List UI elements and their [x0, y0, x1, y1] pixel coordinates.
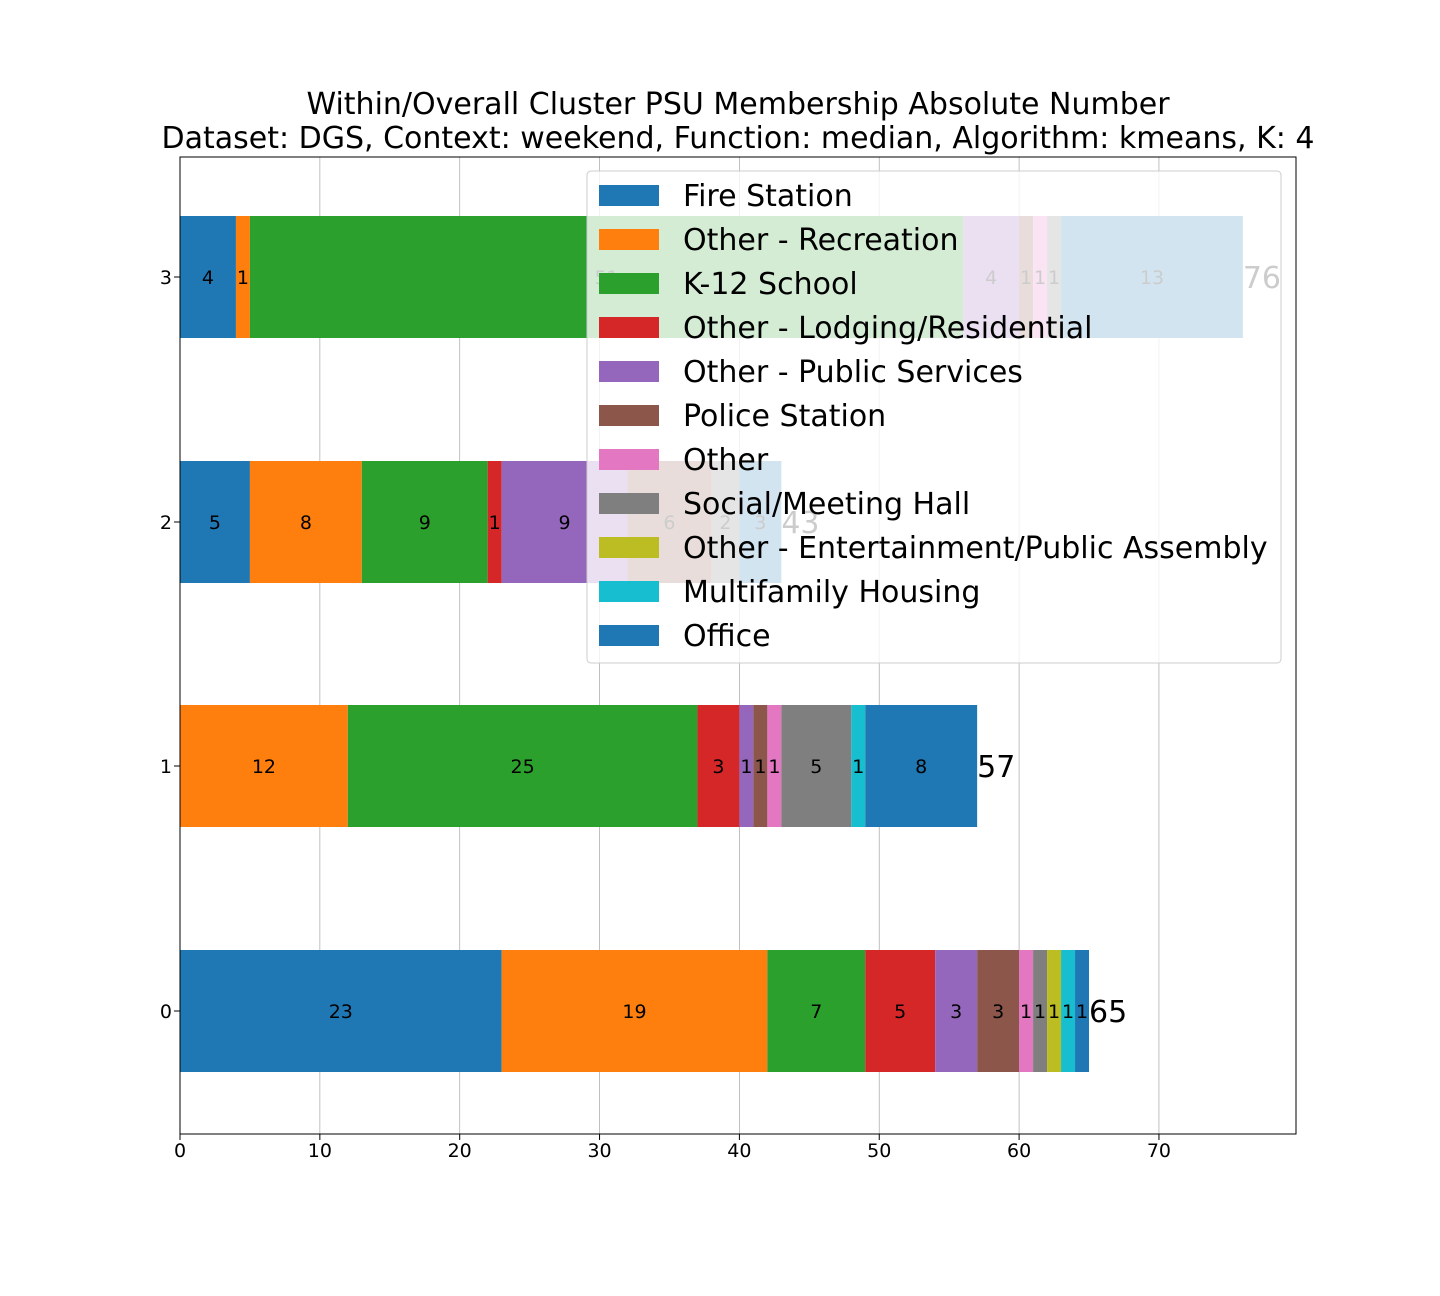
- bar-segment: [501, 950, 768, 1072]
- legend-swatch: [599, 273, 659, 294]
- bar-segment: [1033, 950, 1048, 1072]
- x-tick-label: 50: [867, 1140, 891, 1162]
- segment-value-label: 1: [1048, 1001, 1060, 1023]
- segment-value-label: 1: [237, 267, 249, 289]
- bar-segment: [1047, 950, 1062, 1072]
- bar-segment: [977, 950, 1020, 1072]
- legend-label: Other: [683, 443, 769, 478]
- bar-total-label: 57: [977, 750, 1015, 785]
- legend-label: Other - Entertainment/Public Assembly: [683, 531, 1268, 566]
- segment-value-label: 1: [740, 756, 752, 778]
- chart-title-line1: Within/Overall Cluster PSU Membership Ab…: [306, 87, 1170, 122]
- segment-value-label: 3: [712, 756, 724, 778]
- x-tick-label: 60: [1007, 1140, 1031, 1162]
- segment-value-label: 12: [252, 756, 276, 778]
- segment-value-label: 1: [768, 756, 780, 778]
- bar-total-label: 65: [1089, 995, 1127, 1030]
- bar-segment: [697, 705, 740, 827]
- legend-swatch: [599, 625, 659, 646]
- segment-value-label: 5: [209, 512, 221, 534]
- segment-value-label: 25: [511, 756, 535, 778]
- y-tick-label: 2: [160, 512, 172, 534]
- segment-value-label: 3: [992, 1001, 1004, 1023]
- segment-value-label: 1: [1076, 1001, 1088, 1023]
- x-tick-label: 30: [587, 1140, 611, 1162]
- bar-segment: [865, 705, 978, 827]
- x-tick-label: 10: [308, 1140, 332, 1162]
- bar-segment: [180, 461, 250, 583]
- bar-segment: [767, 950, 866, 1072]
- segment-value-label: 1: [1020, 1001, 1032, 1023]
- legend-label: Fire Station: [683, 179, 853, 214]
- segment-value-label: 1: [852, 756, 864, 778]
- bar-segment: [935, 950, 978, 1072]
- y-tick-label: 0: [160, 1001, 172, 1023]
- y-tick-label: 3: [160, 267, 172, 289]
- bar-segment: [487, 461, 502, 583]
- legend-label: Social/Meeting Hall: [683, 487, 970, 522]
- y-tick-label: 1: [160, 756, 172, 778]
- legend-swatch: [599, 361, 659, 382]
- x-tick-label: 40: [727, 1140, 751, 1162]
- bar-segment: [361, 461, 488, 583]
- x-tick-label: 0: [174, 1140, 186, 1162]
- chart-title: Within/Overall Cluster PSU Membership Ab…: [0, 88, 1440, 156]
- legend-swatch: [599, 449, 659, 470]
- segment-value-label: 5: [810, 756, 822, 778]
- bar-segment: [1075, 950, 1090, 1072]
- bar-segment: [249, 461, 362, 583]
- legend-label: Office: [683, 619, 771, 654]
- segment-value-label: 5: [894, 1001, 906, 1023]
- legend-swatch: [599, 317, 659, 338]
- legend-swatch: [599, 537, 659, 558]
- segment-value-label: 1: [489, 512, 501, 534]
- chart-title-line2: Dataset: DGS, Context: weekend, Function…: [161, 121, 1315, 156]
- x-tick-label: 70: [1147, 1140, 1171, 1162]
- bar-segment: [781, 705, 852, 827]
- segment-value-label: 8: [915, 756, 927, 778]
- legend-label: K-12 School: [683, 267, 858, 302]
- segment-value-label: 19: [622, 1001, 646, 1023]
- segment-value-label: 4: [202, 267, 214, 289]
- legend-swatch: [599, 185, 659, 206]
- bar-segment: [1061, 950, 1076, 1072]
- bar-segment: [347, 705, 698, 827]
- bar-segment: [235, 216, 250, 338]
- segment-value-label: 1: [1062, 1001, 1074, 1023]
- legend-swatch: [599, 581, 659, 602]
- bar-segment: [180, 950, 502, 1072]
- segment-value-label: 1: [1034, 1001, 1046, 1023]
- segment-value-label: 9: [559, 512, 571, 534]
- legend-swatch: [599, 493, 659, 514]
- segment-value-label: 3: [950, 1001, 962, 1023]
- x-tick-label: 20: [448, 1140, 472, 1162]
- bar-segment: [865, 950, 936, 1072]
- bar-segment: [180, 705, 348, 827]
- legend-label: Multifamily Housing: [683, 575, 980, 610]
- bar-segment: [753, 705, 768, 827]
- bar-segment: [1019, 950, 1034, 1072]
- legend-box: [586, 170, 1282, 664]
- legend-label: Police Station: [683, 399, 886, 434]
- segment-value-label: 23: [329, 1001, 353, 1023]
- segment-value-label: 1: [754, 756, 766, 778]
- plot-frame: [179, 156, 1297, 1135]
- bar-segment: [851, 705, 866, 827]
- bar-segment: [180, 216, 236, 338]
- segment-value-label: 7: [810, 1001, 822, 1023]
- bar-segment: [739, 705, 754, 827]
- legend-label: Other - Public Services: [683, 355, 1023, 390]
- segment-value-label: 9: [419, 512, 431, 534]
- legend: Fire Station Other - Recreation K-12 Schoo…: [586, 170, 1282, 664]
- segment-value-label: 8: [300, 512, 312, 534]
- legend-swatch: [599, 405, 659, 426]
- legend-label: Other - Lodging/Residential: [683, 311, 1092, 346]
- bar-segment: [767, 705, 782, 827]
- legend-label: Other - Recreation: [683, 223, 959, 258]
- legend-swatch: [599, 229, 659, 250]
